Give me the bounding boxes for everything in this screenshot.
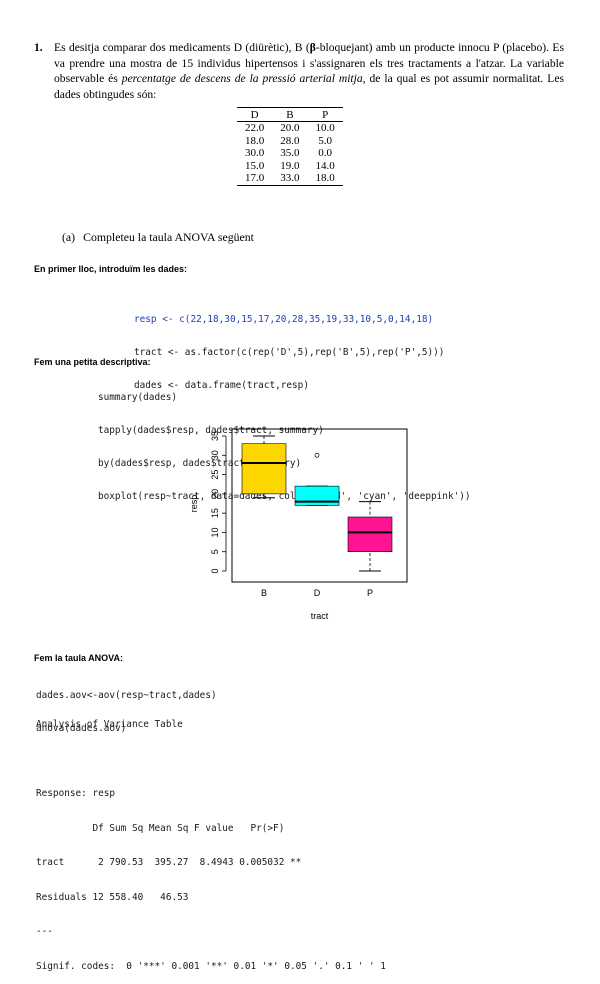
data-table-cell: 22.0 (245, 122, 265, 134)
code-line: anova(dades.aov) (36, 723, 127, 734)
problem-text: Es desitja comparar dos medicaments D (d… (54, 40, 564, 102)
beta-symbol: β (309, 41, 316, 54)
code-line: tract <- as.factor(c(rep('D',5),rep('B',… (134, 347, 445, 358)
problem-text-part-1: Es desitja comparar dos medicaments D (d… (54, 41, 310, 54)
data-table-cell: 0.0 (318, 147, 332, 159)
part-a-text: Completeu la taula ANOVA següent (83, 230, 254, 244)
outlier-point (314, 452, 320, 458)
problem-statement: 1. Es desitja comparar dos medicaments D… (34, 40, 564, 102)
data-table-cell: 33.0 (272, 172, 308, 186)
y-tick-label: 5 (210, 549, 220, 554)
data-table-header: D (237, 107, 273, 122)
part-a-label: (a) (62, 230, 76, 244)
y-tick-label: 25 (210, 470, 220, 480)
data-table-header-row: D B P (237, 107, 343, 122)
output-line: --- (36, 926, 53, 937)
data-table-cell: 10.0 (315, 122, 335, 134)
box-B (241, 443, 287, 495)
data-table: D B P 22.0 20.0 10.0 18.0 28.0 5.0 30.0 … (237, 107, 343, 186)
problem-text-part-2: -bloquejant) amb un producte innocu P (p… (54, 41, 564, 85)
data-table-cell: 19.0 (280, 159, 300, 172)
data-table-cell: 18.0 (307, 172, 343, 186)
data-table-cell: 28.0 (280, 134, 300, 147)
data-table-cell: 30.0 (245, 147, 265, 159)
x-tick-label: D (314, 588, 321, 598)
section-1-heading: En primer lloc, introduïm les dades: (34, 264, 188, 274)
y-tick-label: 10 (210, 527, 220, 537)
y-axis-label: resp (189, 495, 199, 513)
x-axis-label: tract (311, 611, 329, 621)
y-tick-label: 30 (210, 450, 220, 460)
x-tick-label: P (367, 588, 373, 598)
output-line: Residuals 12 558.40 46.53 (36, 891, 189, 903)
code-line: summary(dades) (98, 392, 178, 403)
data-table-row: 18.0 28.0 5.0 (237, 135, 343, 148)
data-table-row: 22.0 20.0 10.0 (237, 122, 343, 135)
section-3-code: dades.aov<-aov(resp~tract,dades) anova(d… (36, 668, 217, 745)
section-3-heading: Fem la taula ANOVA: (34, 653, 124, 663)
section-2-heading: Fem una petita descriptiva: (34, 357, 151, 367)
output-line (36, 754, 386, 766)
problem-text-part-3: , de la qual es pot assumir normalitat. … (54, 72, 564, 101)
code-line: tapply(dades$resp, dades$tract, summary) (98, 425, 324, 436)
x-tick-label: B (261, 588, 267, 598)
y-tick-label: 15 (210, 508, 220, 518)
problem-variable-italic: percentatge de descens de la pressió art… (121, 72, 363, 85)
output-line: Response: resp (36, 788, 116, 799)
code-line: dades <- data.frame(tract,resp) (134, 380, 309, 391)
data-table-row: 30.0 35.0 0.0 (237, 147, 343, 160)
plot-frame (231, 428, 408, 583)
box-P (347, 516, 393, 553)
anova-output: Analysis of Variance Table Response: res… (36, 696, 386, 984)
data-table-cell: 5.0 (318, 134, 332, 147)
output-line: tract 2 790.53 395.27 8.4943 0.005032 ** (36, 857, 302, 868)
data-table-cell: 20.0 (280, 122, 300, 134)
output-line: Analysis of Variance Table (36, 719, 183, 730)
output-line: Signif. codes: 0 '***' 0.001 '**' 0.01 '… (36, 960, 386, 972)
part-a-question: (a) Completeu la taula ANOVA següent (62, 230, 254, 245)
code-line: dades.aov<-aov(resp~tract,dades) (36, 690, 217, 701)
data-table-row: 15.0 19.0 14.0 (237, 160, 343, 173)
y-tick-label: 0 (210, 568, 220, 573)
data-table-cell: 14.0 (315, 159, 335, 172)
data-table-row: 17.0 33.0 18.0 (237, 172, 343, 186)
data-table-cell: 18.0 (245, 134, 265, 147)
data-table-cell: 35.0 (280, 147, 300, 159)
data-table-header: B (272, 107, 308, 122)
y-tick-label: 20 (210, 489, 220, 499)
code-line: resp <- c(22,18,30,15,17,20,28,35,19,33,… (134, 314, 434, 325)
data-table-cell: 17.0 (237, 172, 273, 186)
data-table-cell: 15.0 (245, 159, 265, 172)
data-table-header: P (307, 107, 343, 122)
y-tick-label: 35 (210, 431, 220, 441)
section-1-code: resp <- c(22,18,30,15,17,20,28,35,19,33,… (134, 292, 444, 402)
output-line: Df Sum Sq Mean Sq F value Pr(>F) (36, 822, 285, 834)
problem-number: 1. (34, 41, 43, 54)
